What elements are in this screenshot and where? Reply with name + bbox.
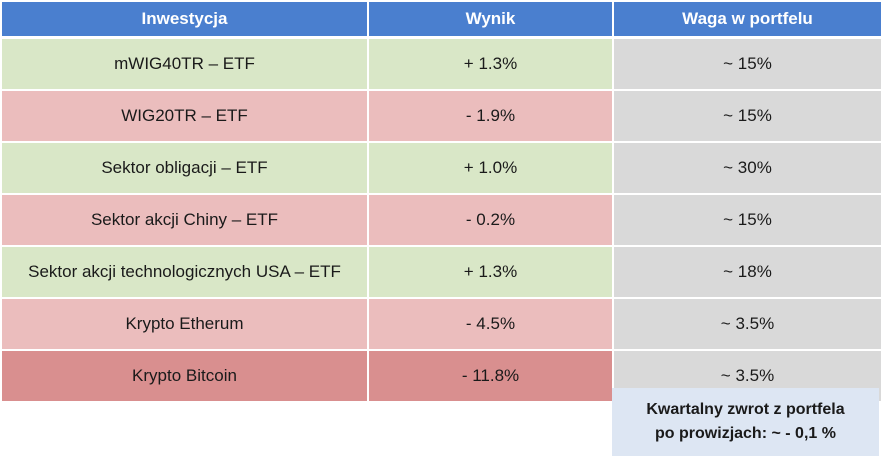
investment-result: + 1.0% [369,143,612,193]
investment-result: - 11.8% [369,351,612,401]
investment-name: Krypto Bitcoin [2,351,367,401]
table-row: Sektor obligacji – ETF + 1.0% ~ 30% [2,143,881,193]
table-row: Sektor akcji Chiny – ETF - 0.2% ~ 15% [2,195,881,245]
investment-weight: ~ 15% [614,39,881,89]
investment-result: - 1.9% [369,91,612,141]
header-result: Wynik [369,2,612,36]
investment-name: Sektor obligacji – ETF [2,143,367,193]
investment-weight: ~ 3.5% [614,299,881,349]
investment-weight: ~ 15% [614,91,881,141]
investment-result: - 4.5% [369,299,612,349]
investment-result: - 0.2% [369,195,612,245]
header-investment: Inwestycja [2,2,367,36]
summary-line-2: po prowizjach: ~ - 0,1 % [655,425,836,442]
investment-name: Sektor akcji technologicznych USA – ETF [2,247,367,297]
table-header: Inwestycja Wynik Waga w portfelu [2,2,881,36]
investment-name: WIG20TR – ETF [2,91,367,141]
summary-line-1: Kwartalny zwrot z portfela [646,401,845,418]
investment-weight: ~ 18% [614,247,881,297]
investment-name: mWIG40TR – ETF [2,39,367,89]
investment-result: + 1.3% [369,39,612,89]
investment-result: + 1.3% [369,247,612,297]
investment-weight: ~ 15% [614,195,881,245]
portfolio-table: Inwestycja Wynik Waga w portfelu mWIG40T… [2,2,881,403]
table-row: Krypto Etherum - 4.5% ~ 3.5% [2,299,881,349]
table-row: WIG20TR – ETF - 1.9% ~ 15% [2,91,881,141]
table-row: mWIG40TR – ETF + 1.3% ~ 15% [2,39,881,89]
header-weight: Waga w portfelu [614,2,881,36]
investment-name: Krypto Etherum [2,299,367,349]
quarterly-return-summary: Kwartalny zwrot z portfela po prowizjach… [612,388,879,456]
investment-weight: ~ 30% [614,143,881,193]
investment-name: Sektor akcji Chiny – ETF [2,195,367,245]
table-row: Sektor akcji technologicznych USA – ETF … [2,247,881,297]
